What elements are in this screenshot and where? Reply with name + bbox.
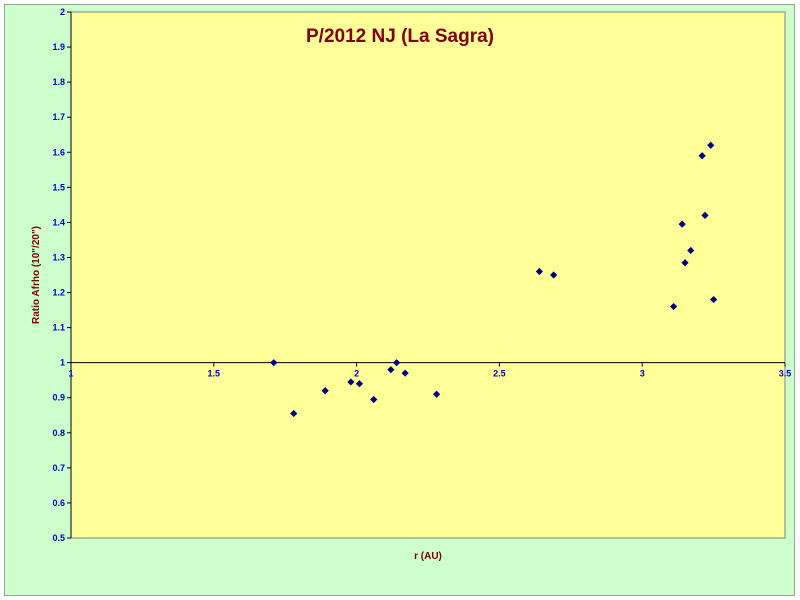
data-point [678,220,686,228]
y-tick-label: 1 [60,358,65,368]
data-point [535,267,543,276]
y-tick-label: 0.8 [52,428,65,438]
data-point [321,387,329,395]
data-point [401,369,409,377]
y-tick-label: 0.7 [52,463,65,473]
data-point [290,409,298,418]
y-tick-label: 1.8 [52,77,65,87]
data-points [270,141,718,418]
x-axis-title: r (AU) [414,551,442,562]
y-tick-label: 1.3 [52,252,65,262]
data-point [270,359,278,367]
plot-area [70,11,786,539]
y-tick-label: 1.5 [52,182,65,192]
x-tick-label: 3 [640,369,645,379]
x-tick-label: 2 [354,369,359,379]
data-point [392,359,401,367]
data-point [710,295,718,304]
y-tick-label: 1.4 [52,217,65,227]
data-point [432,390,441,398]
data-point [707,141,715,149]
x-tick-label: 1.5 [208,369,221,379]
data-point [355,380,364,388]
data-point [670,302,678,311]
y-tick-label: 1.2 [52,288,65,298]
y-tick-label: 1.6 [52,147,65,157]
y-tick-label: 1.9 [52,42,65,52]
data-point [550,271,558,279]
y-tick-label: 1.1 [52,323,65,333]
data-point [701,211,709,219]
data-point [681,259,689,267]
y-tick-label: 0.6 [52,498,65,508]
data-point [387,366,395,374]
x-tick-label: 2.5 [493,369,506,379]
y-tick-label: 1.7 [52,112,65,122]
y-tick-label: 2 [60,7,65,17]
data-point [687,246,695,255]
y-axis-ticks: 0.5 0.6 0.7 0.8 0.9 1 1.1 1.2 1.3 1.4 1.5 1.6 1.7 1.8… [52,7,71,543]
chart-title: P/2012 NJ (La Sagra) [306,26,494,47]
y-axis-title: Ratio Afrho (10"/20") [31,226,42,324]
data-point [370,395,378,404]
data-point [698,152,706,160]
x-tick-label: 3.5 [779,369,792,379]
x-tick-label: 1 [68,369,73,379]
y-tick-label: 0.9 [52,393,65,403]
x-axis-ticks: 1 1.5 2 2.5 3 3.5 [68,362,792,379]
data-point [347,378,355,386]
y-tick-label: 0.5 [52,533,65,543]
